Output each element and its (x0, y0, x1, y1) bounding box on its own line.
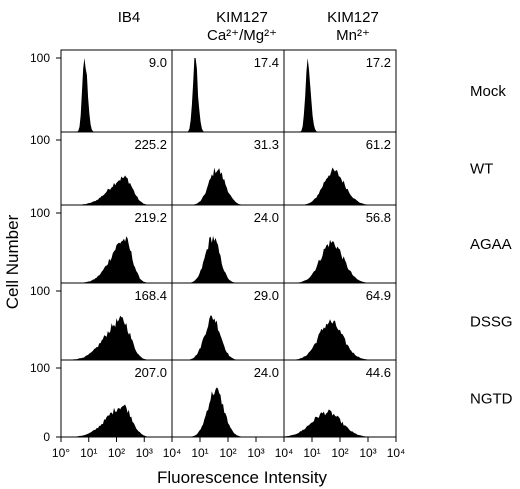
histogram-agaa-col2 (172, 235, 284, 283)
x-tick-label: 10³ (359, 446, 376, 460)
x-tick-label: 10⁴ (387, 446, 406, 460)
column-header-ib4: IB4 (118, 9, 141, 26)
row-label-mock: Mock (470, 83, 506, 100)
value-label: 31.3 (254, 137, 279, 152)
histogram-wt-col2 (172, 167, 284, 205)
y-tick-label-100: 100 (30, 361, 50, 375)
value-label: 24.0 (254, 365, 279, 380)
value-label: 24.0 (254, 210, 279, 225)
y-tick-label-100: 100 (30, 284, 50, 298)
row-label-wt: WT (470, 161, 493, 178)
column-header-kim127-ca-sub: Ca²⁺/Mg²⁺ (207, 27, 277, 44)
y-axis-title: Cell Number (3, 214, 22, 309)
histogram-mock-col1 (61, 58, 172, 132)
value-label: 17.4 (254, 55, 279, 70)
value-label: 219.2 (134, 210, 167, 225)
y-tick-label-100: 100 (30, 206, 50, 220)
histogram-mock-col3 (284, 58, 396, 132)
histogram-agaa-col3 (284, 239, 396, 283)
y-tick-label-0: 0 (43, 430, 50, 444)
histogram-wt-col1 (61, 175, 172, 205)
panel-grid: 9.0 17.4 17.2 Mock 100 225.2 31.3 61.2 WT 100 219.… (30, 49, 513, 460)
x-tick-label: 10¹ (191, 446, 208, 460)
histogram-ngtd-col3 (284, 409, 396, 437)
x-tick-label: 10³ (247, 446, 264, 460)
histogram-mock-col2 (172, 58, 284, 132)
x-axis-title: Fluorescence Intensity (157, 468, 328, 487)
x-tick-label: 10° (52, 446, 70, 460)
x-tick-label: 10¹ (303, 446, 320, 460)
x-tick-label: 10² (108, 446, 125, 460)
histogram-dssg-col2 (172, 315, 284, 360)
value-label: 225.2 (134, 137, 167, 152)
row-label-agaa: AGAA (470, 236, 512, 253)
x-tick-label: 10¹ (80, 446, 97, 460)
y-tick-label-100: 100 (30, 51, 50, 65)
value-label: 17.2 (366, 55, 391, 70)
x-tick-label: 10³ (136, 446, 153, 460)
value-label: 64.9 (366, 288, 391, 303)
column-header-kim127-ca: KIM127 (216, 9, 268, 26)
histogram-dssg-col1 (61, 315, 172, 360)
value-label: 61.2 (366, 137, 391, 152)
value-label: 9.0 (149, 55, 167, 70)
histogram-ngtd-col2 (172, 387, 284, 437)
value-label: 29.0 (254, 288, 279, 303)
value-label: 44.6 (366, 365, 391, 380)
x-tick-label: 10⁴ (275, 446, 294, 460)
value-label: 56.8 (366, 210, 391, 225)
x-tick-label: 10⁴ (163, 446, 182, 460)
value-label: 207.0 (134, 365, 167, 380)
x-tick-label: 10² (219, 446, 236, 460)
histogram-ngtd-col1 (61, 404, 172, 437)
row-label-dssg: DSSG (470, 314, 513, 331)
value-label: 168.4 (134, 288, 167, 303)
y-tick-label-100: 100 (30, 133, 50, 147)
column-header-kim127-mn: KIM127 (327, 9, 379, 26)
histogram-agaa-col1 (61, 236, 172, 283)
histogram-dssg-col3 (284, 319, 396, 360)
histogram-wt-col3 (284, 167, 396, 205)
row-label-ngtd: NGTD (470, 391, 513, 408)
x-tick-label: 10² (331, 446, 348, 460)
column-header-kim127-mn-sub: Mn²⁺ (336, 27, 370, 44)
